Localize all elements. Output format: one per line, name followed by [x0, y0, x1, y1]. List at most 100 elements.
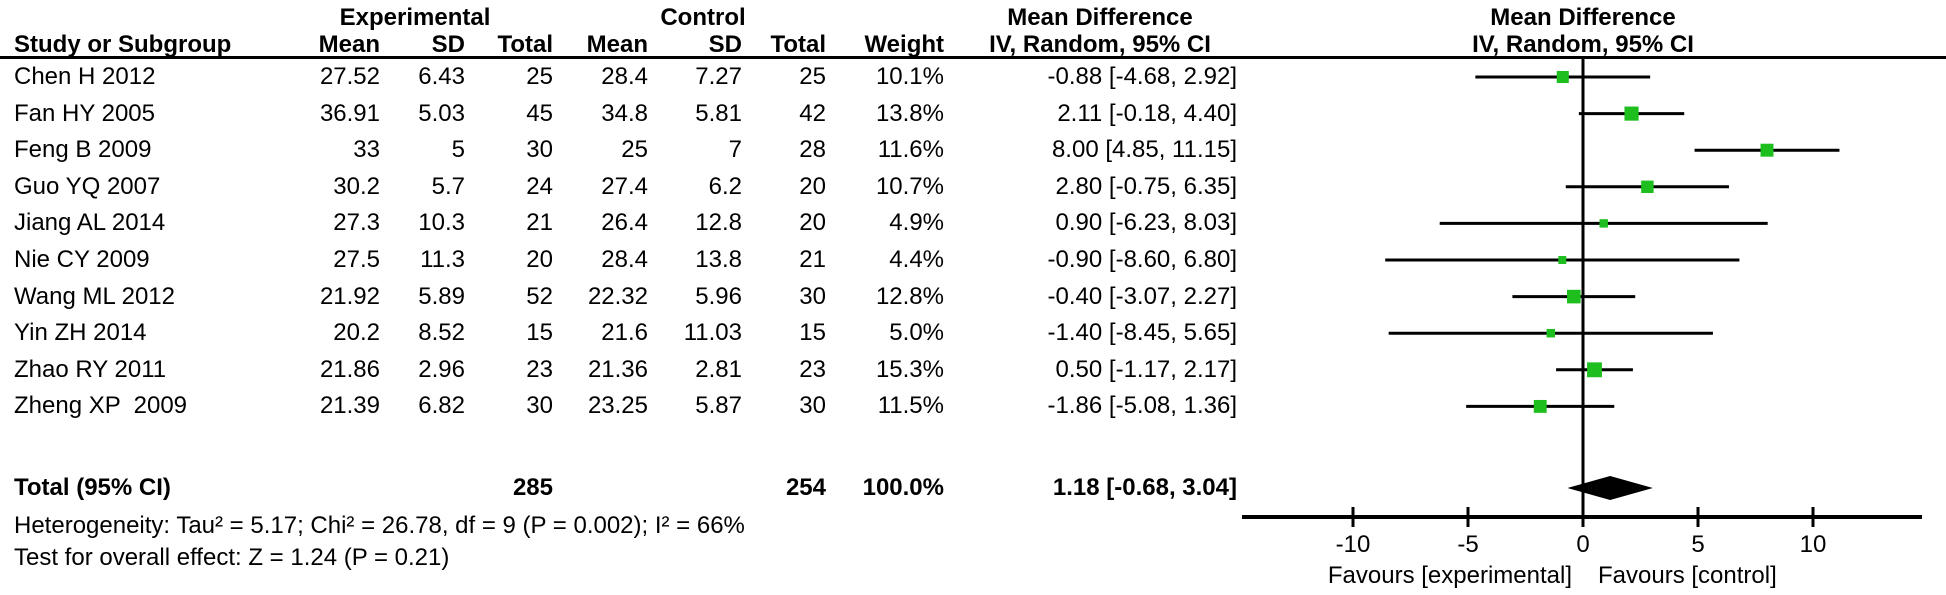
total-ci-text: 1.18 [-0.68, 3.04] [1052, 474, 1237, 501]
cell-mean_e: 36.91 [319, 99, 380, 127]
cell-n_c: 30 [799, 282, 826, 310]
cell-weight: 4.4% [889, 246, 944, 273]
effect-marker [1556, 70, 1569, 84]
cell-sd_e: 5.03 [418, 99, 465, 127]
axis-tick-label: 10 [1800, 531, 1827, 558]
cell-n_c: 15 [799, 319, 826, 347]
cell-weight: 15.3% [875, 355, 944, 383]
column-header-total-ctrl: Total [770, 31, 826, 58]
plot-subtitle: IV, Random, 95% CI [1472, 31, 1694, 58]
study-name: Nie CY 2009 [14, 246, 150, 273]
effect-marker [1533, 399, 1547, 413]
cell-n_c: 28 [799, 136, 826, 164]
cell-mean_e: 21.39 [319, 392, 380, 420]
study-name: Feng B 2009 [14, 136, 152, 164]
cell-mean_e: 27.5 [333, 246, 380, 273]
cell-sd_c: 5.87 [695, 392, 742, 420]
cell-sd_c: 7 [728, 136, 742, 164]
cell-sd_e: 5.7 [431, 172, 465, 200]
cell-mean_c: 22.32 [587, 282, 648, 310]
effect-marker [1567, 289, 1581, 304]
cell-weight: 5.0% [889, 319, 944, 347]
cell-weight: 12.8% [875, 282, 944, 310]
cell-n_c: 42 [799, 99, 826, 127]
cell-mean_c: 28.4 [601, 63, 648, 90]
table-row: Wang ML 2012 21.92 5.89 52 22.32 5.96 30 12.8% -… [0, 282, 1946, 310]
cell-weight: 11.5% [877, 392, 944, 420]
cell-mean_c: 21.36 [587, 355, 648, 383]
cell-mean_e: 21.86 [319, 355, 380, 383]
cell-sd_c: 5.81 [695, 99, 742, 127]
cell-sd_e: 11.3 [420, 246, 465, 273]
cell-weight: 10.1% [875, 63, 944, 90]
plot-title: Mean Difference [1490, 4, 1676, 31]
table-row: Zheng XP 2009 21.39 6.82 30 23.25 5.87 30 11.5%… [0, 393, 1946, 419]
cell-sd_c: 11.03 [683, 319, 742, 347]
column-header-total-exp: Total [497, 31, 553, 58]
cell-n_e: 21 [526, 209, 553, 237]
cell-n_c: 20 [799, 209, 826, 237]
cell-ci_text: 0.90 [-6.23, 8.03] [1055, 209, 1237, 237]
cell-n_e: 30 [526, 136, 553, 164]
table-row: Chen H 2012 27.52 6.43 25 28.4 7.27 25 10.1% -0.… [0, 64, 1946, 90]
total-exp-n: 285 [512, 474, 553, 501]
total-row: Total (95% CI) 285 254 100.0% 1.18 [-0.6… [0, 475, 1946, 501]
axis-tick-label: 5 [1691, 531, 1704, 558]
total-weight: 100.0% [862, 474, 944, 501]
cell-mean_e: 27.3 [333, 209, 380, 237]
cell-sd_c: 6.2 [708, 172, 742, 200]
column-group-experimental: Experimental [339, 4, 491, 31]
cell-n_e: 52 [526, 282, 553, 310]
cell-sd_e: 5 [451, 136, 465, 164]
cell-ci_text: 2.80 [-0.75, 6.35] [1055, 172, 1237, 200]
cell-mean_c: 23.25 [587, 392, 648, 420]
study-name: Yin ZH 2014 [14, 319, 147, 347]
cell-weight: 11.6% [877, 136, 944, 164]
overall-effect-test: Test for overall effect: Z = 1.24 (P = 0… [14, 544, 450, 571]
cell-ci_text: -0.90 [-8.60, 6.80] [1047, 246, 1237, 273]
cell-weight: 4.9% [889, 209, 944, 237]
cell-n_c: 23 [799, 355, 826, 383]
column-group-control: Control [660, 4, 746, 31]
column-header-weight: Weight [864, 31, 944, 58]
cell-sd_e: 2.96 [418, 355, 465, 383]
cell-n_c: 30 [799, 392, 826, 420]
cell-mean_c: 21.6 [601, 319, 648, 347]
table-row: Nie CY 2009 27.5 11.3 20 28.4 13.8 21 4.4% -0.90… [0, 247, 1946, 273]
cell-mean_e: 30.2 [333, 172, 380, 200]
cell-sd_c: 2.81 [695, 355, 742, 383]
cell-mean_e: 21.92 [319, 282, 380, 310]
cell-n_c: 25 [799, 63, 826, 90]
effect-marker [1760, 143, 1774, 157]
cell-n_e: 15 [526, 319, 553, 347]
cell-mean_e: 33 [353, 136, 380, 164]
table-row: Jiang AL 2014 27.3 10.3 21 26.4 12.8 20 4.9% 0.9… [0, 210, 1946, 236]
cell-ci_text: 8.00 [4.85, 11.15] [1051, 136, 1237, 164]
study-name: Guo YQ 2007 [14, 172, 161, 200]
cell-n_e: 23 [526, 355, 553, 383]
md-column-subtitle: IV, Random, 95% CI [989, 31, 1211, 58]
cell-weight: 10.7% [875, 172, 944, 200]
cell-n_e: 45 [526, 99, 553, 127]
total-label: Total (95% CI) [14, 474, 171, 501]
favours-left-label: Favours [experimental] [1328, 562, 1572, 589]
effect-marker [1624, 106, 1639, 121]
cell-ci_text: -0.88 [-4.68, 2.92] [1047, 63, 1237, 90]
effect-marker [1587, 362, 1602, 378]
md-column-title: Mean Difference [1007, 4, 1193, 31]
cell-ci_text: 0.50 [-1.17, 2.17] [1055, 355, 1237, 383]
axis-tick-label: 0 [1576, 531, 1589, 558]
cell-ci_text: -1.86 [-5.08, 1.36] [1047, 392, 1237, 420]
cell-n_c: 20 [799, 172, 826, 200]
cell-sd_e: 8.52 [418, 319, 465, 347]
cell-mean_c: 25 [621, 136, 648, 164]
cell-n_e: 30 [526, 392, 553, 420]
cell-ci_text: -1.40 [-8.45, 5.65] [1047, 319, 1237, 347]
total-ctrl-n: 254 [785, 474, 826, 501]
header-divider [0, 56, 1946, 59]
cell-mean_c: 26.4 [601, 209, 648, 237]
table-row: Zhao RY 2011 21.86 2.96 23 21.36 2.81 23 15.3% 0… [0, 355, 1946, 383]
cell-mean_e: 20.2 [333, 319, 380, 347]
